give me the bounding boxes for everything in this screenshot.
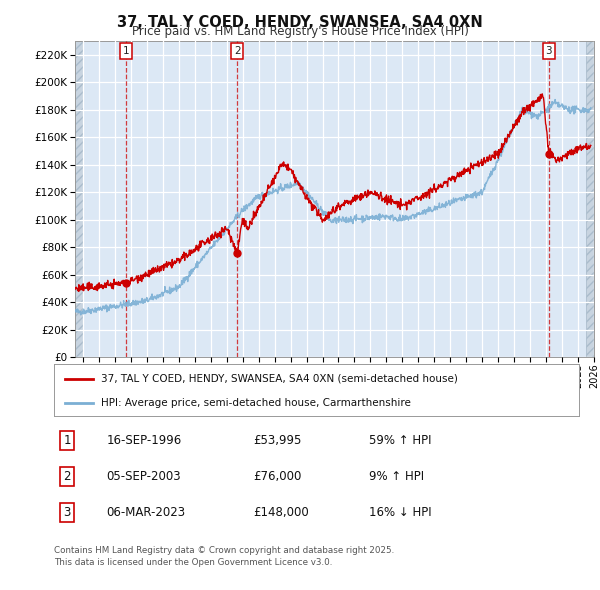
Bar bbox=[75, 41, 83, 357]
Text: £53,995: £53,995 bbox=[254, 434, 302, 447]
Text: 1: 1 bbox=[64, 434, 71, 447]
Text: 06-MAR-2023: 06-MAR-2023 bbox=[107, 506, 185, 519]
Text: Price paid vs. HM Land Registry's House Price Index (HPI): Price paid vs. HM Land Registry's House … bbox=[131, 25, 469, 38]
Text: 9% ↑ HPI: 9% ↑ HPI bbox=[369, 470, 424, 483]
Text: 2: 2 bbox=[64, 470, 71, 483]
Text: 3: 3 bbox=[64, 506, 71, 519]
Text: £148,000: £148,000 bbox=[254, 506, 309, 519]
Text: 1: 1 bbox=[123, 46, 130, 56]
Bar bbox=[586, 41, 594, 357]
Text: 59% ↑ HPI: 59% ↑ HPI bbox=[369, 434, 431, 447]
Text: 37, TAL Y COED, HENDY, SWANSEA, SA4 0XN (semi-detached house): 37, TAL Y COED, HENDY, SWANSEA, SA4 0XN … bbox=[101, 373, 458, 384]
Text: 2: 2 bbox=[234, 46, 241, 56]
Text: HPI: Average price, semi-detached house, Carmarthenshire: HPI: Average price, semi-detached house,… bbox=[101, 398, 411, 408]
Text: 16% ↓ HPI: 16% ↓ HPI bbox=[369, 506, 431, 519]
Bar bbox=[586, 41, 594, 357]
Text: 16-SEP-1996: 16-SEP-1996 bbox=[107, 434, 182, 447]
Text: Contains HM Land Registry data © Crown copyright and database right 2025.
This d: Contains HM Land Registry data © Crown c… bbox=[54, 546, 394, 566]
Text: 37, TAL Y COED, HENDY, SWANSEA, SA4 0XN: 37, TAL Y COED, HENDY, SWANSEA, SA4 0XN bbox=[117, 15, 483, 30]
Text: £76,000: £76,000 bbox=[254, 470, 302, 483]
Text: 05-SEP-2003: 05-SEP-2003 bbox=[107, 470, 181, 483]
Bar bbox=[75, 41, 83, 357]
Text: 3: 3 bbox=[545, 46, 552, 56]
